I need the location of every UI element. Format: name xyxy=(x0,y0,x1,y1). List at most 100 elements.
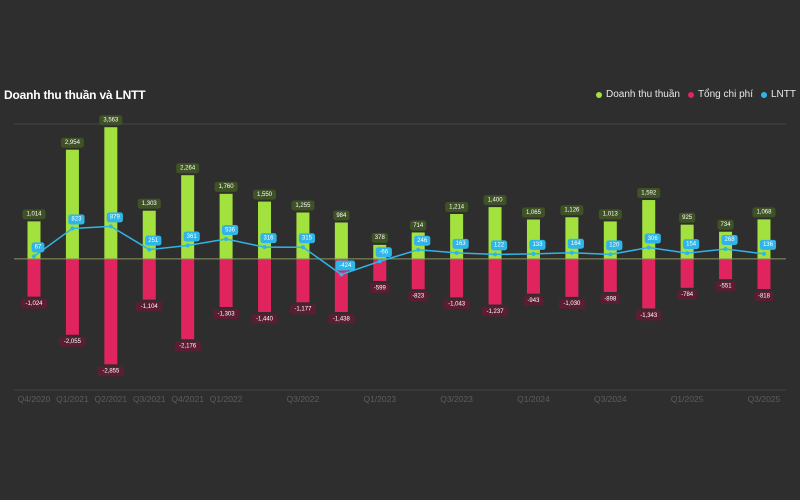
expense-label: -1,024 xyxy=(25,301,43,307)
profit-label: 122 xyxy=(494,243,505,249)
revenue-label-bg xyxy=(410,220,427,231)
expense-label-bg xyxy=(212,308,240,319)
revenue-label: 1,255 xyxy=(295,203,311,209)
revenue-bar xyxy=(488,207,502,259)
revenue-label: 984 xyxy=(336,213,347,219)
x-tick-label: Q3/2023 xyxy=(440,394,473,404)
expense-label-bg xyxy=(523,295,544,306)
expense-bar xyxy=(757,258,771,290)
x-tick-label: Q1/2021 xyxy=(56,394,89,404)
revenue-label: 1,214 xyxy=(449,204,465,210)
profit-point xyxy=(32,254,36,259)
legend-item-profit[interactable]: LNTT xyxy=(761,89,796,100)
x-tick-label: Q2/2021 xyxy=(95,394,128,404)
revenue-label-bg xyxy=(137,198,161,209)
revenue-bar xyxy=(642,200,656,259)
expense-label-bg xyxy=(289,304,317,315)
profit-label-bg xyxy=(529,239,546,250)
expense-bar xyxy=(142,258,156,300)
revenue-bar xyxy=(104,127,118,259)
profit-point xyxy=(493,252,498,257)
profit-label-bg xyxy=(183,231,200,242)
profit-label-bg xyxy=(567,238,584,249)
x-tick-label: Q3/2021 xyxy=(133,394,166,404)
expense-bar xyxy=(65,258,79,335)
expense-label: -2,855 xyxy=(102,369,120,375)
profit-label: 163 xyxy=(456,241,467,247)
chart-title: Doanh thu thuần và LNTT xyxy=(4,88,146,102)
chart-legend: Doanh thu thuần Tổng chi phí LNTT xyxy=(596,89,796,100)
expense-label: -1,303 xyxy=(218,311,236,317)
expense-label: -1,438 xyxy=(333,316,351,322)
profit-label-bg xyxy=(260,233,277,244)
revenue-label-bg xyxy=(717,219,734,230)
revenue-label-bg xyxy=(176,163,200,174)
revenue-label: 2,264 xyxy=(180,166,196,172)
profit-label: -424 xyxy=(339,263,352,269)
expense-bar xyxy=(603,258,617,293)
revenue-label: 925 xyxy=(682,215,693,221)
revenue-bar xyxy=(142,210,156,259)
revenue-label-bg xyxy=(214,181,238,192)
expense-label: -784 xyxy=(681,292,694,298)
revenue-label-bg xyxy=(521,207,545,218)
legend-item-expense[interactable]: Tổng chi phí xyxy=(687,89,753,100)
revenue-label-bg xyxy=(253,189,277,200)
x-tick-label: Q1/2022 xyxy=(210,394,243,404)
expense-bar xyxy=(565,258,579,297)
expense-bar xyxy=(181,258,195,340)
x-tick-label: Q3/2024 xyxy=(594,394,627,404)
revenue-label: 378 xyxy=(375,235,386,241)
revenue-label-bg xyxy=(291,200,315,211)
revenue-label: 1,065 xyxy=(526,210,542,216)
revenue-label-bg xyxy=(752,207,776,218)
expense-label: -2,055 xyxy=(64,339,82,345)
revenue-label: 1,013 xyxy=(603,212,619,218)
expense-bar xyxy=(642,258,656,309)
profit-point xyxy=(646,245,651,250)
expense-bar xyxy=(719,258,733,280)
profit-label: 361 xyxy=(187,234,198,240)
expense-label-bg xyxy=(635,310,662,321)
profit-label: 251 xyxy=(148,238,159,244)
revenue-label: 1,014 xyxy=(26,212,42,218)
legend-item-revenue[interactable]: Doanh thu thuần xyxy=(596,89,680,100)
profit-point xyxy=(262,245,267,250)
expense-bar xyxy=(411,258,425,290)
profit-point xyxy=(531,251,536,256)
profit-point xyxy=(723,246,728,251)
profit-label: 154 xyxy=(686,241,697,247)
revenue-label: 2,954 xyxy=(65,140,81,146)
profit-point xyxy=(685,251,690,256)
profit-point xyxy=(761,251,766,256)
profit-label: 133 xyxy=(532,242,543,248)
legend-dot-profit xyxy=(761,91,767,98)
profit-point xyxy=(416,247,421,252)
expense-label: -599 xyxy=(374,285,387,291)
expense-label-bg xyxy=(481,306,509,317)
profit-point xyxy=(147,247,152,252)
revenue-label-bg xyxy=(445,201,469,212)
expense-label-bg xyxy=(369,282,390,293)
revenue-label: 714 xyxy=(413,223,424,229)
profit-label: 164 xyxy=(571,241,582,247)
profit-label: 315 xyxy=(302,236,313,242)
x-tick-label: Q3/2022 xyxy=(287,394,320,404)
expense-label-bg xyxy=(715,281,736,292)
expense-label: -1,043 xyxy=(448,302,466,308)
x-tick-label: Q1/2025 xyxy=(671,394,704,404)
revenue-label-bg xyxy=(679,212,696,223)
revenue-label-bg xyxy=(560,205,584,216)
expense-label-bg xyxy=(600,294,621,305)
expense-label-bg xyxy=(443,299,470,310)
revenue-bar xyxy=(65,149,79,259)
expense-bar xyxy=(27,258,41,297)
expense-label: -551 xyxy=(720,284,733,290)
profit-point xyxy=(224,237,229,242)
revenue-label: 1,592 xyxy=(641,190,657,196)
profit-label: 306 xyxy=(648,236,659,242)
expense-bar xyxy=(526,258,540,294)
profit-label-bg xyxy=(106,212,123,223)
